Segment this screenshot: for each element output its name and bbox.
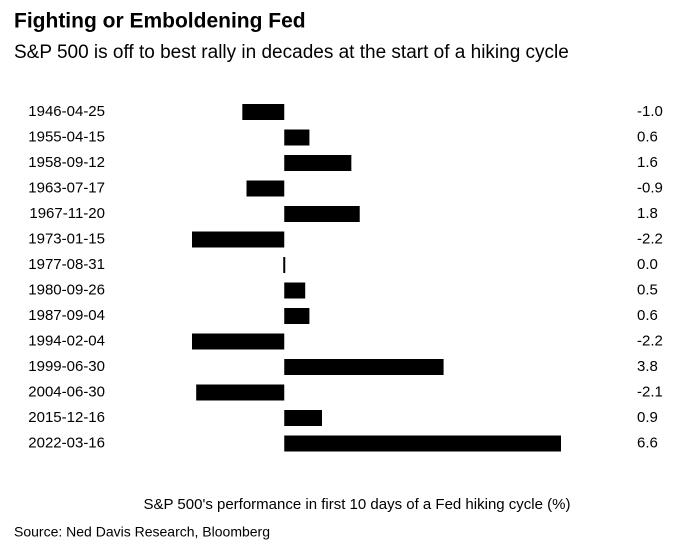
bar <box>283 257 286 273</box>
bar <box>284 308 310 324</box>
y-tick-label: 1973-01-15 <box>28 230 105 247</box>
bar <box>192 333 285 350</box>
y-tick-label: 1999-06-30 <box>28 358 105 375</box>
y-tick-label: 2004-06-30 <box>28 383 105 400</box>
y-tick-label: 2022-03-16 <box>28 434 105 451</box>
y-tick-label: 1963-07-17 <box>28 179 105 196</box>
source: Source: Ned Davis Research, Bloomberg <box>14 524 270 540</box>
value-label: 0.5 <box>637 281 658 298</box>
value-label: 0.6 <box>637 128 658 145</box>
value-label: 1.6 <box>637 154 658 171</box>
value-label: 0.6 <box>637 307 658 324</box>
y-tick-label: 1994-02-04 <box>28 332 105 349</box>
y-tick-label: 1967-11-20 <box>29 205 105 222</box>
y-tick-label: 1980-09-26 <box>28 281 105 298</box>
value-label: -0.9 <box>637 179 663 196</box>
value-label: -2.2 <box>637 332 663 349</box>
chart-title: Fighting or Emboldening Fed <box>14 10 306 33</box>
bar <box>284 155 352 171</box>
bar <box>284 129 310 146</box>
y-tick-label: 1946-04-25 <box>28 103 105 120</box>
bar <box>284 206 360 222</box>
x-axis-label: S&P 500's performance in first 10 days o… <box>144 496 571 513</box>
y-tick-label: 1987-09-04 <box>28 307 105 324</box>
value-label: 0.0 <box>637 256 658 273</box>
bar <box>196 384 285 401</box>
bar <box>284 359 444 375</box>
value-label: 1.8 <box>637 205 658 222</box>
value-label: 0.9 <box>637 409 658 426</box>
chart-subtitle: S&P 500 is off to best rally in decades … <box>14 42 569 63</box>
value-label: 3.8 <box>637 358 658 375</box>
bar <box>242 104 285 120</box>
y-tick-label: 2015-12-16 <box>28 409 105 426</box>
y-tick-label: 1977-08-31 <box>28 256 105 273</box>
value-label: -1.0 <box>637 103 663 120</box>
value-label: -2.2 <box>637 230 663 247</box>
y-tick-label: 1958-09-12 <box>28 154 105 171</box>
y-tick-label: 1955-04-15 <box>28 128 105 145</box>
bar <box>192 231 285 248</box>
value-label: -2.1 <box>637 383 663 400</box>
bar <box>246 180 285 197</box>
bar <box>284 435 561 452</box>
bar <box>284 410 322 426</box>
bar <box>284 282 306 299</box>
value-label: 6.6 <box>637 434 658 451</box>
